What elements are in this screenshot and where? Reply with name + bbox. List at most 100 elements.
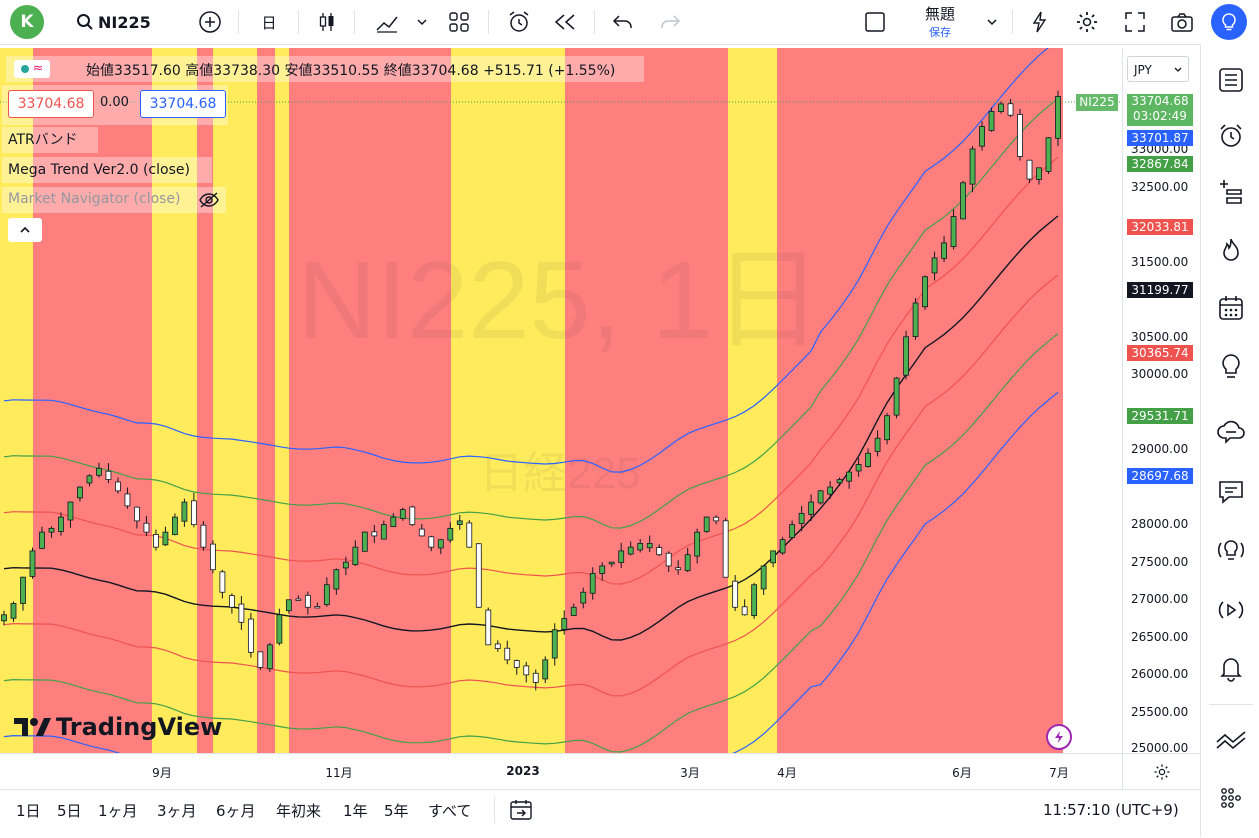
redo-button[interactable] <box>655 0 685 44</box>
undo-button[interactable] <box>608 0 638 44</box>
candle <box>618 542 625 568</box>
candle <box>323 577 330 607</box>
alert-button[interactable] <box>502 0 536 44</box>
range-1y[interactable]: 1年 <box>343 802 368 820</box>
replay-button[interactable] <box>550 0 580 44</box>
price-label: 26500.00 <box>1131 630 1189 644</box>
compare-symbol-button[interactable] <box>195 0 225 44</box>
snapshot-button[interactable] <box>1167 0 1197 44</box>
calendar-button[interactable] <box>1211 288 1251 328</box>
price-chart[interactable]: NI225, 1日 日経225 <box>0 48 1122 753</box>
indicators-dropdown[interactable] <box>412 0 432 44</box>
candle <box>77 486 83 502</box>
lower-band-1 <box>3 274 1059 697</box>
interval-button[interactable]: 日 <box>252 0 286 44</box>
candle <box>390 513 397 528</box>
chart-watermark-sub: 日経225 <box>479 449 640 498</box>
streams-button[interactable] <box>1211 590 1251 630</box>
fullscreen-button[interactable] <box>1120 0 1150 44</box>
range-3m[interactable]: 3ヶ月 <box>157 802 197 820</box>
sell-button[interactable]: 33704.68 <box>8 90 94 118</box>
time-label: 7月 <box>1049 766 1069 780</box>
range-6m[interactable]: 6ヶ月 <box>216 802 256 820</box>
time-label: 4月 <box>777 766 797 780</box>
candle <box>485 607 492 646</box>
chats-button[interactable] <box>1211 412 1251 452</box>
candle <box>580 587 587 609</box>
object-tree-button[interactable] <box>1211 172 1251 212</box>
range-ytd[interactable]: 年初来 <box>276 802 322 820</box>
notifications-button[interactable] <box>1211 648 1251 688</box>
clock[interactable]: 11:57:10 (UTC+9) <box>1043 801 1179 819</box>
candle <box>20 576 26 611</box>
layout-dropdown[interactable] <box>982 0 1002 44</box>
lightbulb-icon <box>1222 13 1236 31</box>
hotlist-button[interactable] <box>1211 230 1251 270</box>
alarm-plus-icon <box>509 11 529 32</box>
price-axis[interactable]: JPY 33000.00 32500.00 31500.00 30500.00 3000… <box>1122 48 1201 755</box>
idea-stream-button[interactable] <box>1211 530 1251 570</box>
settings-button[interactable] <box>1072 0 1102 44</box>
range-5d[interactable]: 5日 <box>57 802 82 820</box>
candle <box>96 462 102 478</box>
candle <box>1017 108 1023 161</box>
axis-settings-button[interactable] <box>1122 753 1201 790</box>
chart-pane[interactable]: NI225, 1日 日経225 ≈ 始値33517.60 高値33738.30 … <box>0 48 1122 753</box>
flame-icon <box>1223 238 1239 261</box>
alerts-button[interactable] <box>1211 116 1251 156</box>
band-value-tag: 32033.81 <box>1127 219 1193 235</box>
goto-date-button[interactable] <box>508 798 534 826</box>
calendar-arrow-icon <box>510 800 532 820</box>
candle <box>105 463 112 484</box>
candle <box>741 599 748 616</box>
layout-select-button[interactable] <box>860 0 890 44</box>
ohlc-legend: ≈ 始値33517.60 高値33738.30 安値33510.55 終値337… <box>6 56 644 82</box>
range-5y[interactable]: 5年 <box>384 802 409 820</box>
user-avatar[interactable]: K <box>10 5 44 39</box>
collapse-legend-button[interactable] <box>8 218 42 242</box>
lightning-badge[interactable] <box>1046 724 1072 750</box>
range-1d[interactable]: 1日 <box>16 802 41 820</box>
candle <box>1045 137 1052 174</box>
currency-select[interactable]: JPY <box>1127 56 1189 82</box>
range-1m[interactable]: 1ヶ月 <box>98 802 138 820</box>
range-all[interactable]: すべて <box>428 802 472 820</box>
indicator-atr[interactable]: ATRバンド <box>2 127 98 153</box>
indicator-market-navigator[interactable]: Market Navigator (close) <box>2 187 226 213</box>
symbol-search[interactable]: NI225 <box>76 0 156 44</box>
alarm-clock-icon <box>1220 124 1242 147</box>
lightning-search-icon <box>1032 11 1047 33</box>
zone-red <box>197 48 213 753</box>
price-label: 25000.00 <box>1131 741 1189 755</box>
divider <box>494 797 495 823</box>
more-panels-button[interactable] <box>1211 778 1251 818</box>
candle <box>1007 99 1014 117</box>
templates-button[interactable] <box>444 0 474 44</box>
close-value: 33704.68 <box>411 63 479 79</box>
trading-panel-button[interactable] <box>1211 720 1251 760</box>
candle <box>732 575 739 612</box>
band-value-tag: 32867.84 <box>1127 156 1193 172</box>
eye-off-icon[interactable] <box>198 191 220 209</box>
candle <box>789 520 796 540</box>
watchlist-button[interactable] <box>1211 60 1251 100</box>
rewind-icon <box>554 14 575 30</box>
time-axis[interactable]: 9月 11月 2023 3月 4月 6月 7月 <box>0 753 1122 790</box>
indicator-mega-trend[interactable]: Mega Trend Ver2.0 (close) <box>2 157 212 183</box>
layout-name[interactable]: 無題 保存 <box>905 3 975 40</box>
candle <box>542 656 549 684</box>
candle <box>827 481 834 499</box>
candle <box>656 544 663 557</box>
ideas-button[interactable] <box>1211 346 1251 386</box>
buy-button[interactable]: 33704.68 <box>140 90 226 118</box>
messages-button[interactable] <box>1211 472 1251 512</box>
quick-search-button[interactable] <box>1025 0 1055 44</box>
indicators-button[interactable] <box>370 0 404 44</box>
time-label: 6月 <box>952 766 972 780</box>
currency-label: JPY <box>1134 63 1152 77</box>
price-label: 25500.00 <box>1131 705 1189 719</box>
chart-type-button[interactable] <box>312 0 342 44</box>
publish-idea-button[interactable] <box>1211 4 1247 40</box>
market-status[interactable]: ≈ <box>14 60 50 78</box>
tradingview-logo[interactable]: TradingView <box>12 713 222 741</box>
